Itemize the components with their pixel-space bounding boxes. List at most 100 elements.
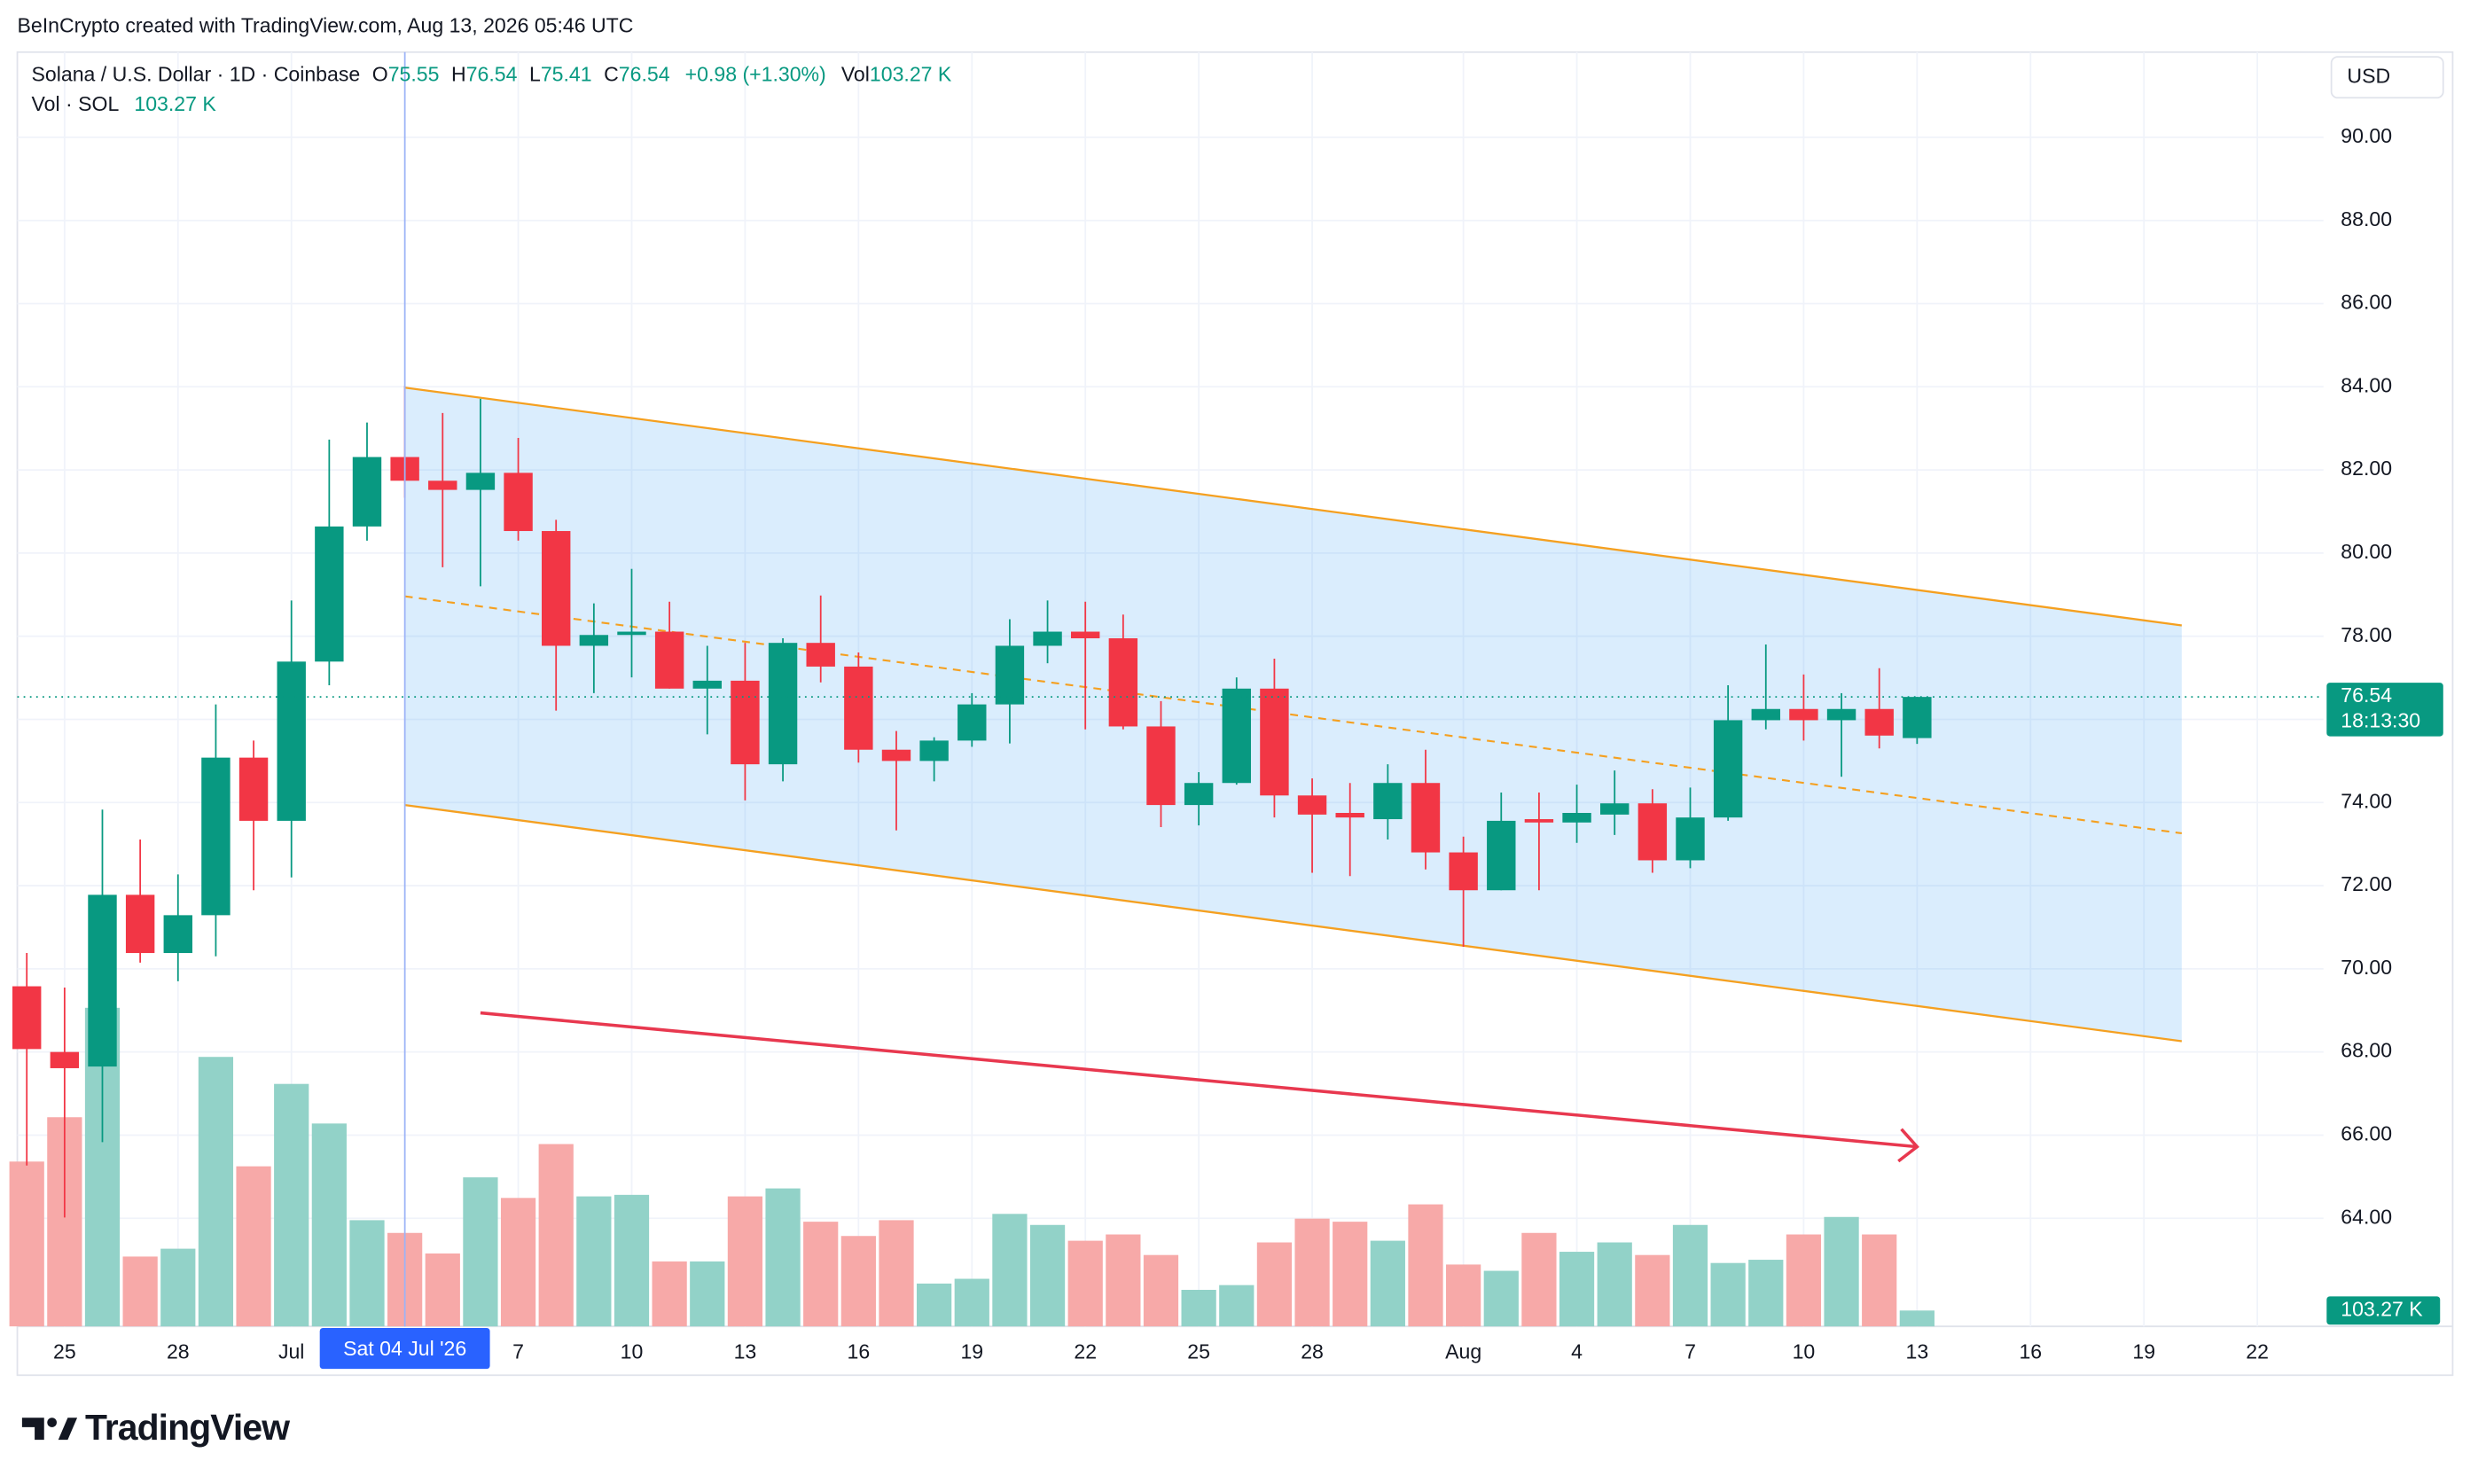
candle-body	[1826, 708, 1856, 721]
candle-body	[125, 894, 155, 954]
volume-bar	[1862, 1234, 1897, 1327]
volume-bar	[803, 1222, 839, 1327]
y-tick-label: 80.00	[2341, 540, 2392, 563]
candle-body	[958, 704, 987, 741]
volume-bar	[274, 1083, 309, 1327]
candle-body	[692, 680, 722, 689]
x-tick-label: 28	[1301, 1340, 1324, 1363]
volume-bar	[1181, 1289, 1216, 1327]
last-price-box	[2326, 683, 2443, 737]
volume-bar	[765, 1188, 801, 1327]
candle-body	[352, 457, 382, 527]
x-tick-label: 13	[1906, 1340, 1929, 1363]
candle-body	[881, 749, 911, 762]
legend-field: Vol	[841, 63, 870, 86]
candle-body	[1789, 708, 1818, 721]
currency-label[interactable]: USD	[2347, 64, 2390, 87]
legend-field: L	[529, 63, 541, 86]
candle-body	[277, 661, 306, 821]
candle-body	[1146, 726, 1176, 806]
candle-body	[919, 740, 949, 762]
volume-bar	[198, 1057, 234, 1327]
volume-bar	[1824, 1216, 1859, 1327]
x-tick-label: Aug	[1445, 1340, 1481, 1363]
legend-field: O	[372, 63, 388, 86]
y-tick-label: 68.00	[2341, 1039, 2392, 1062]
candle-body	[1108, 638, 1138, 727]
y-tick-label: 88.00	[2341, 207, 2392, 230]
volume-bar	[538, 1144, 574, 1327]
x-tick-label: 16	[2019, 1340, 2042, 1363]
candle-body	[768, 643, 798, 765]
volume-bar	[1143, 1254, 1179, 1327]
x-tick-label: 19	[2132, 1340, 2155, 1363]
candle-body	[542, 531, 571, 646]
y-tick-label: 90.00	[2341, 124, 2392, 147]
volume-bar	[425, 1253, 460, 1327]
legend-field: H	[451, 63, 466, 86]
volume-bar	[917, 1283, 952, 1327]
trend-arrow	[480, 1011, 1918, 1149]
legend-line: Solana / U.S. Dollar · 1D · Coinbase O75…	[32, 63, 952, 86]
currency-button[interactable]	[2330, 56, 2444, 99]
last-price-label: 76.54	[2341, 683, 2392, 707]
candle-body	[731, 680, 760, 765]
y-tick-label: 84.00	[2341, 373, 2392, 396]
candle-body	[1864, 708, 1894, 736]
x-tick-label: 7	[1684, 1340, 1696, 1363]
channel-upper	[404, 387, 2183, 627]
volume-bar	[1067, 1240, 1103, 1327]
volume-bar	[9, 1161, 44, 1327]
y-tick-label: 66.00	[2341, 1122, 2392, 1145]
volume-bar	[311, 1123, 347, 1327]
candle-body	[1033, 631, 1062, 646]
legend-high: 76.54	[466, 63, 518, 86]
volume-bar	[1256, 1242, 1293, 1327]
volume-bar	[1219, 1285, 1255, 1327]
volume-bar	[1029, 1224, 1066, 1327]
logo: TradingView	[21, 1407, 291, 1448]
candle-body	[995, 645, 1025, 705]
volume-bar	[840, 1236, 876, 1327]
candle-body	[238, 757, 269, 821]
volume-bar	[992, 1214, 1028, 1327]
crosshair-label: Sat 04 Jul '26	[343, 1337, 466, 1360]
arrow-head	[1897, 1128, 1919, 1163]
volume-bar	[1408, 1204, 1443, 1327]
x-tick-label: 13	[734, 1340, 757, 1363]
volume-bar	[500, 1198, 536, 1327]
volume-bar	[160, 1248, 196, 1327]
candle-body	[163, 915, 192, 954]
x-tick-label: Jul	[278, 1340, 305, 1363]
channel-lower	[404, 803, 2183, 1043]
volume-bar	[122, 1256, 158, 1327]
y-tick-label: 64.00	[2341, 1205, 2392, 1228]
candle-body	[1903, 697, 1932, 738]
volume-bar	[576, 1196, 612, 1327]
candle-body	[1260, 688, 1289, 796]
volume-value-label: 103.27 K	[2341, 1297, 2423, 1320]
candle-body	[1713, 720, 1743, 818]
plot-area	[9, 51, 2324, 1327]
volume-bar	[1748, 1260, 1784, 1327]
logo-icon	[47, 1418, 57, 1427]
crosshair-label-box	[319, 1327, 490, 1370]
candle-body	[1373, 783, 1403, 820]
x-tick-label: 22	[2246, 1340, 2269, 1363]
logo-icon	[58, 1418, 78, 1441]
volume-bar	[1710, 1262, 1746, 1327]
candle-body	[1411, 783, 1441, 853]
candle-body	[315, 526, 344, 662]
volume-bar	[1106, 1234, 1141, 1327]
x-tick-label: 28	[167, 1340, 190, 1363]
candle-body	[1524, 819, 1554, 823]
volume-series-value: 103.27 K	[134, 92, 216, 115]
x-tick-label: 16	[848, 1340, 871, 1363]
volume-bar	[1521, 1232, 1557, 1327]
countdown-label: 18:13:30	[2341, 709, 2420, 732]
x-tick-label: 22	[1074, 1340, 1097, 1363]
volume-bar	[690, 1261, 725, 1327]
volume-legend-line: Vol · SOL 103.27 K	[32, 92, 217, 115]
candle-body	[201, 757, 231, 916]
volume-series-name: Vol · SOL	[32, 92, 120, 115]
